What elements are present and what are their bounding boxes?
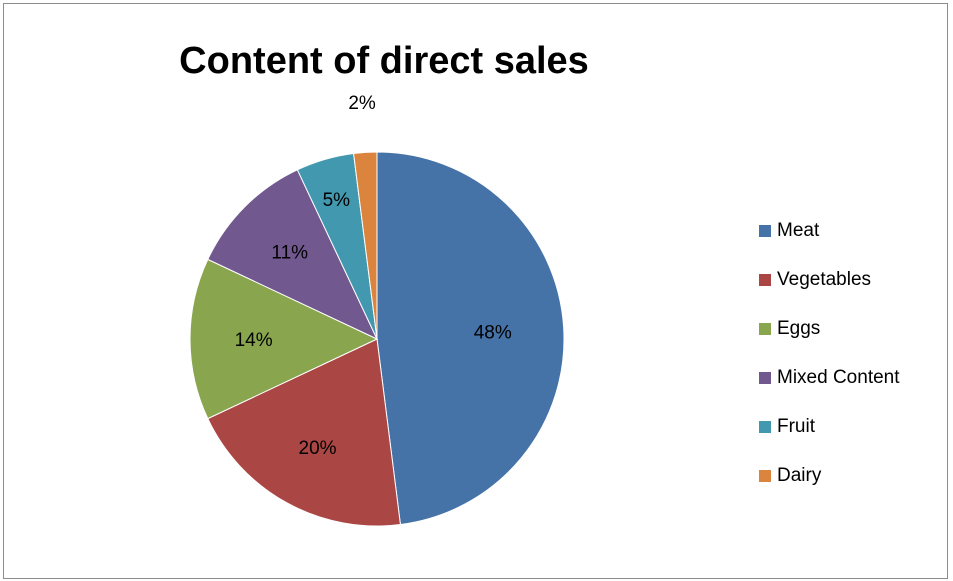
legend-item: Dairy bbox=[759, 451, 900, 500]
slice-label: 2% bbox=[348, 93, 376, 114]
pie-chart: 48% 20% 14% 11% 5% 2% bbox=[189, 93, 565, 527]
legend-swatch bbox=[759, 273, 771, 286]
pie-slice-meat bbox=[376, 151, 565, 526]
legend-label: Meat bbox=[777, 219, 820, 241]
legend-label: Mixed Content bbox=[777, 366, 900, 388]
legend-swatch bbox=[759, 420, 771, 433]
legend-label: Fruit bbox=[777, 415, 815, 437]
slice-label: 48% bbox=[474, 323, 512, 344]
legend-item: Vegetables bbox=[759, 255, 900, 304]
pie-slice-vegetables bbox=[207, 338, 401, 527]
legend-item: Fruit bbox=[759, 402, 900, 451]
legend-label: Eggs bbox=[777, 317, 821, 339]
chart-title: Content of direct sales bbox=[179, 40, 589, 82]
legend-item: Mixed Content bbox=[759, 353, 900, 402]
pie-slice-eggs bbox=[189, 258, 379, 420]
legend-swatch bbox=[759, 469, 771, 482]
legend-item: Meat bbox=[759, 206, 900, 255]
slice-label: 14% bbox=[235, 330, 273, 351]
legend-swatch bbox=[759, 224, 771, 237]
legend: Meat Vegetables Eggs Mixed Content Fruit Dair… bbox=[759, 206, 900, 500]
slice-label: 5% bbox=[323, 190, 351, 211]
chart-frame: Content of direct sales 48% 20% 14% 11% 5% 2%… bbox=[3, 3, 948, 579]
slice-label: 20% bbox=[299, 438, 337, 459]
legend-label: Vegetables bbox=[777, 268, 872, 290]
slice-label: 11% bbox=[271, 243, 308, 264]
legend-label: Dairy bbox=[777, 464, 822, 486]
pie-slice-dairy bbox=[353, 151, 378, 340]
legend-swatch bbox=[759, 322, 771, 335]
legend-swatch bbox=[759, 371, 771, 384]
legend-item: Eggs bbox=[759, 304, 900, 353]
pie-slice-mixed-content bbox=[207, 169, 379, 341]
